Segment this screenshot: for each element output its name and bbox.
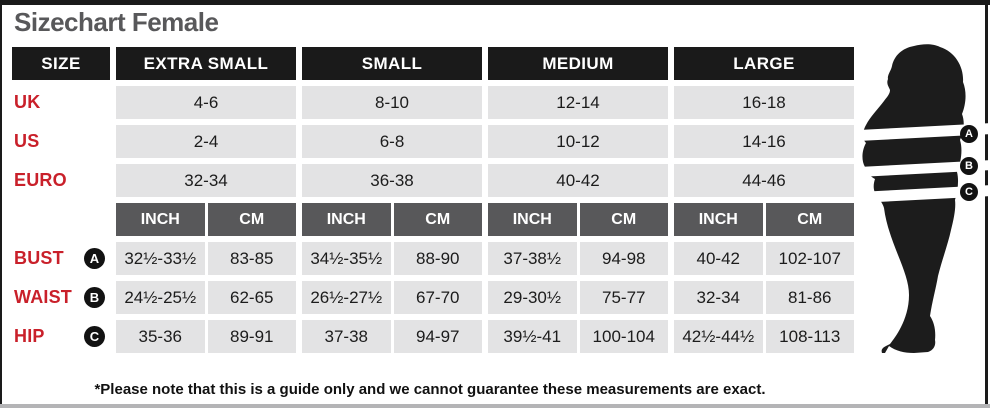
table-row-waist: WAIST B 24½-25½ 62-65 26½-27½ 67-70 29-3… xyxy=(12,281,854,314)
table-row-hip: HIP C 35-36 89-91 37-38 94-97 39½-41 100… xyxy=(12,320,854,353)
unit-header-inch: INCH xyxy=(674,203,763,236)
table-row-bust: BUST A 32½-33½ 83-85 34½-35½ 88-90 37-38… xyxy=(12,242,854,275)
hip-s-inch-value: 37-38 xyxy=(302,320,391,353)
bust-xs-inch-value: 32½-33½ xyxy=(116,242,205,275)
frame-bottom-border xyxy=(0,404,990,408)
figure-marker-a-badge: A xyxy=(960,125,978,143)
us-small-value: 6-8 xyxy=(302,125,482,158)
waist-l-inch-value: 32-34 xyxy=(674,281,763,314)
us-medium-value: 10-12 xyxy=(488,125,668,158)
column-header-large: LARGE xyxy=(674,47,854,80)
waist-xs-cm-value: 62-65 xyxy=(207,281,296,314)
waist-m-cm-value: 75-77 xyxy=(579,281,668,314)
bust-s-cm-value: 88-90 xyxy=(393,242,482,275)
column-header-small: SMALL xyxy=(302,47,482,80)
unit-header-cm: CM xyxy=(207,203,296,236)
column-header-medium: MEDIUM xyxy=(488,47,668,80)
row-label-waist: WAIST xyxy=(14,287,72,307)
euro-large-value: 44-46 xyxy=(674,164,854,197)
waist-s-cm-value: 67-70 xyxy=(393,281,482,314)
bust-l-cm-value: 102-107 xyxy=(765,242,854,275)
bust-m-inch-value: 37-38½ xyxy=(488,242,577,275)
figure-marker-b-badge: B xyxy=(960,157,978,175)
uk-medium-value: 12-14 xyxy=(488,86,668,119)
hip-m-cm-value: 100-104 xyxy=(579,320,668,353)
bust-marker-a-badge: A xyxy=(84,248,105,269)
euro-medium-value: 40-42 xyxy=(488,164,668,197)
waist-marker-b-badge: B xyxy=(84,287,105,308)
bust-xs-cm-value: 83-85 xyxy=(207,242,296,275)
us-large-value: 14-16 xyxy=(674,125,854,158)
uk-extra-small-value: 4-6 xyxy=(116,86,296,119)
row-label-euro: EURO xyxy=(14,170,67,190)
frame-left-border xyxy=(0,0,2,406)
euro-small-value: 36-38 xyxy=(302,164,482,197)
unit-header-cm: CM xyxy=(765,203,854,236)
us-extra-small-value: 2-4 xyxy=(116,125,296,158)
uk-large-value: 16-18 xyxy=(674,86,854,119)
waist-m-inch-value: 29-30½ xyxy=(488,281,577,314)
table-row-uk: UK 4-6 8-10 12-14 16-18 xyxy=(12,86,854,119)
bust-l-inch-value: 40-42 xyxy=(674,242,763,275)
size-chart-table: SIZE EXTRA SMALL SMALL MEDIUM LARGE UK 4… xyxy=(12,47,854,359)
unit-header-inch: INCH xyxy=(302,203,391,236)
unit-header-row: INCH CM INCH CM INCH CM INCH CM xyxy=(12,203,854,236)
page-title: Sizechart Female xyxy=(14,7,219,37)
unit-header-cm: CM xyxy=(393,203,482,236)
unit-header-inch: INCH xyxy=(116,203,205,236)
column-header-extra-small: EXTRA SMALL xyxy=(116,47,296,80)
euro-extra-small-value: 32-34 xyxy=(116,164,296,197)
hip-marker-c-badge: C xyxy=(84,326,105,347)
hip-xs-cm-value: 89-91 xyxy=(207,320,296,353)
female-silhouette-icon xyxy=(856,44,990,353)
footnote-text: *Please note that this is a guide only a… xyxy=(94,381,766,398)
frame-top-border xyxy=(0,0,990,5)
waist-l-cm-value: 81-86 xyxy=(765,281,854,314)
frame-right-border xyxy=(985,0,988,406)
figure-marker-c-badge: C xyxy=(960,183,978,201)
size-header-row: SIZE EXTRA SMALL SMALL MEDIUM LARGE xyxy=(12,47,854,80)
row-label-hip: HIP xyxy=(14,326,45,346)
table-row-us: US 2-4 6-8 10-12 14-16 xyxy=(12,125,854,158)
hip-l-inch-value: 42½-44½ xyxy=(674,320,763,353)
hip-xs-inch-value: 35-36 xyxy=(116,320,205,353)
waist-xs-inch-value: 24½-25½ xyxy=(116,281,205,314)
bust-m-cm-value: 94-98 xyxy=(579,242,668,275)
hip-m-inch-value: 39½-41 xyxy=(488,320,577,353)
unit-header-cm: CM xyxy=(579,203,668,236)
waist-s-inch-value: 26½-27½ xyxy=(302,281,391,314)
unit-header-inch: INCH xyxy=(488,203,577,236)
hip-l-cm-value: 108-113 xyxy=(765,320,854,353)
hip-s-cm-value: 94-97 xyxy=(393,320,482,353)
bust-s-inch-value: 34½-35½ xyxy=(302,242,391,275)
uk-small-value: 8-10 xyxy=(302,86,482,119)
row-label-uk: UK xyxy=(14,92,41,112)
row-label-us: US xyxy=(14,131,40,151)
column-header-size: SIZE xyxy=(12,47,110,80)
row-label-bust: BUST xyxy=(14,248,64,268)
table-row-euro: EURO 32-34 36-38 40-42 44-46 xyxy=(12,164,854,197)
